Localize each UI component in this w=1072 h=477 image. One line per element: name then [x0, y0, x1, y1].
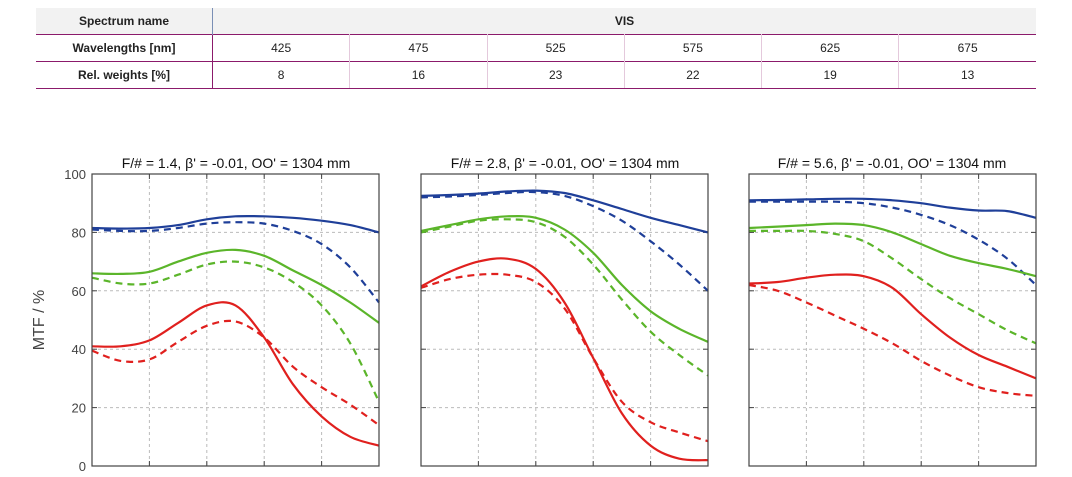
table-row-spectrum: Spectrum name VIS: [36, 8, 1036, 35]
spectrum-name-value: VIS: [212, 8, 1036, 35]
chart-panel-f2-8: F/# = 2.8, β' = -0.01, OO' = 1304 mm: [420, 155, 709, 467]
green-solid-series-line: [91, 248, 380, 324]
wavelength-cell: 475: [349, 34, 488, 62]
weight-cell: 22: [624, 61, 763, 89]
wavelengths-label: Wavelengths [nm]: [36, 34, 213, 62]
red-solid-series-line: [748, 273, 1037, 380]
panel-title: F/# = 5.6, β' = -0.01, OO' = 1304 mm: [778, 155, 1007, 171]
plot-frame: [420, 173, 709, 467]
weight-cell: 19: [761, 61, 900, 89]
red-solid-series-line: [420, 257, 709, 462]
y-tick-label: 100: [64, 167, 86, 182]
table-row-wavelengths: Wavelengths [nm] 425 475 525 575 625 675: [36, 34, 1036, 62]
spectrum-name-label: Spectrum name: [36, 8, 213, 35]
blue-dashed-series-line: [420, 190, 709, 292]
green-dashed-series-line: [91, 260, 380, 403]
y-axis-label: MTF / %: [31, 290, 48, 350]
y-tick-labels: 0 20 40 60 80 100: [64, 167, 86, 474]
weight-cell: 23: [487, 61, 625, 89]
y-tick-label: 80: [72, 225, 86, 240]
green-dashed-series-line: [749, 229, 1037, 345]
red-solid-series-line: [91, 301, 380, 447]
panel-title: F/# = 1.4, β' = -0.01, OO' = 1304 mm: [122, 155, 351, 171]
red-dashed-series-line: [91, 319, 380, 426]
plot-frame: [91, 173, 380, 467]
blue-dashed-series-line: [749, 200, 1037, 286]
chart-panel-f5-6: F/# = 5.6, β' = -0.01, OO' = 1304 mm: [748, 155, 1037, 467]
blue-solid-series-line: [420, 189, 709, 234]
weights-label: Rel. weights [%]: [36, 61, 213, 89]
green-solid-series-line: [748, 222, 1037, 278]
spectrum-table: Spectrum name VIS Wavelengths [nm] 425 4…: [36, 8, 1036, 89]
y-tick-label: 20: [72, 401, 86, 416]
plot-frame: [748, 173, 1037, 467]
wavelength-cell: 625: [761, 34, 900, 62]
weight-cell: 16: [349, 61, 488, 89]
red-dashed-series-line: [420, 272, 709, 443]
weight-cell: 8: [212, 61, 351, 89]
wavelength-cell: 675: [898, 34, 1036, 62]
blue-solid-series-line: [748, 197, 1037, 219]
blue-dashed-series-line: [91, 221, 380, 304]
chart-panel-f1-4: F/# = 1.4, β' = -0.01, OO' = 1304 mm: [91, 155, 380, 467]
green-dashed-series-line: [420, 218, 709, 377]
green-solid-series-line: [420, 215, 709, 343]
blue-solid-series-line: [91, 214, 380, 234]
y-tick-label: 40: [72, 342, 86, 357]
table-row-weights: Rel. weights [%] 8 16 23 22 19 13: [36, 61, 1036, 89]
y-tick-label: 0: [79, 459, 86, 474]
red-dashed-series-line: [748, 283, 1037, 397]
panel-title: F/# = 2.8, β' = -0.01, OO' = 1304 mm: [451, 155, 680, 171]
weight-cell: 13: [898, 61, 1036, 89]
y-tick-label: 60: [72, 284, 86, 299]
wavelength-cell: 525: [487, 34, 625, 62]
wavelength-cell: 575: [624, 34, 763, 62]
wavelength-cell: 425: [212, 34, 351, 62]
